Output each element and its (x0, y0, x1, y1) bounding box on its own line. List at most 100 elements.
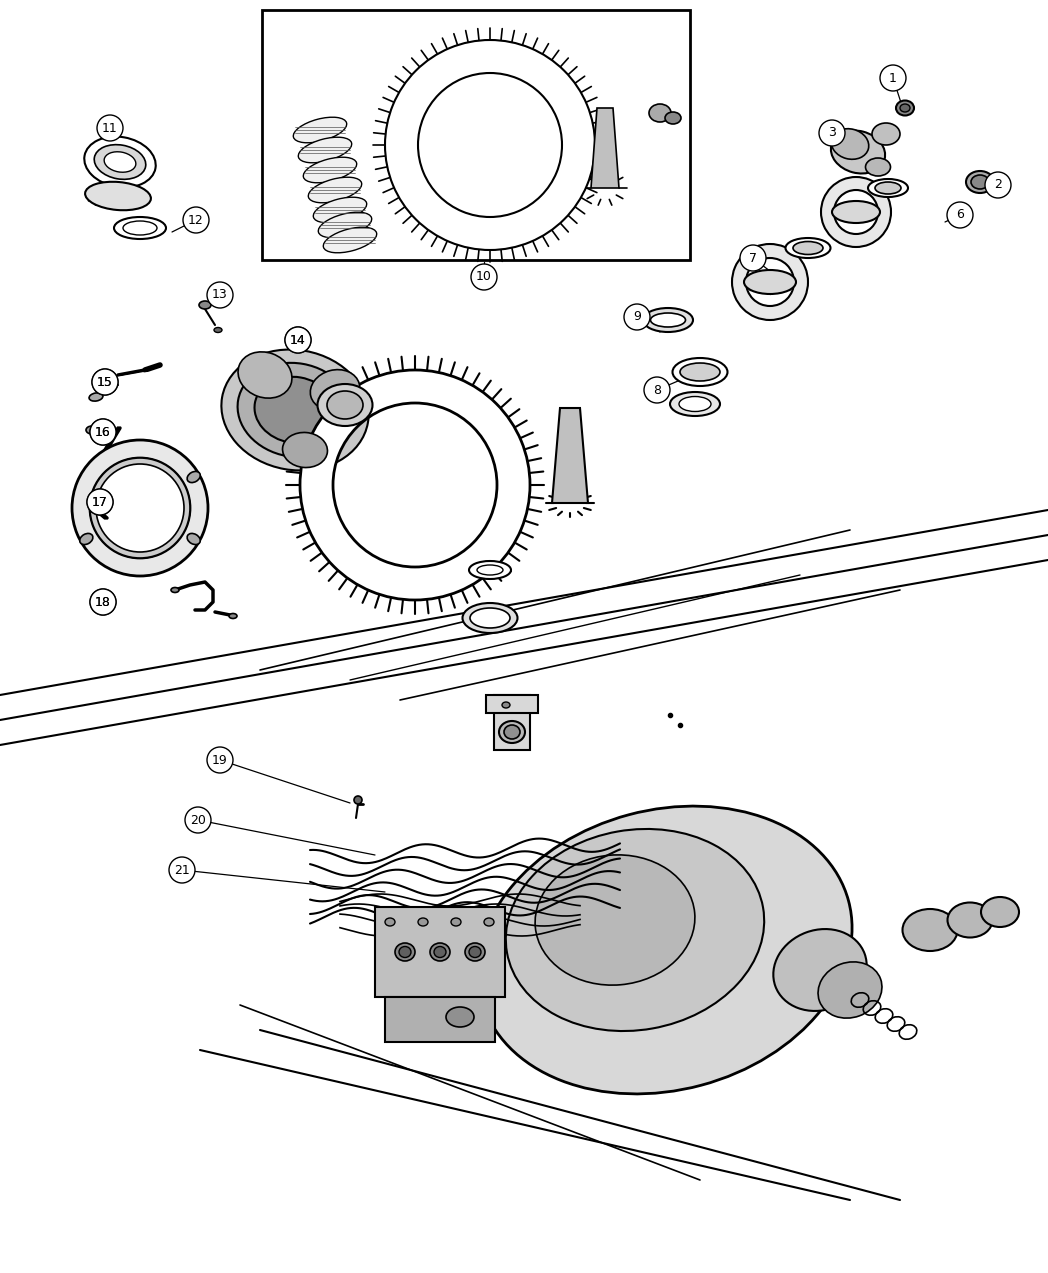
Ellipse shape (465, 943, 485, 961)
Ellipse shape (230, 614, 237, 619)
Ellipse shape (327, 391, 363, 419)
Ellipse shape (478, 806, 852, 1094)
Ellipse shape (84, 136, 156, 187)
Ellipse shape (313, 197, 367, 223)
Ellipse shape (399, 947, 411, 957)
Ellipse shape (303, 157, 356, 183)
Ellipse shape (323, 227, 376, 253)
Circle shape (92, 369, 118, 395)
Ellipse shape (506, 829, 764, 1031)
Ellipse shape (395, 943, 415, 961)
Wedge shape (90, 458, 190, 558)
Ellipse shape (665, 112, 681, 123)
Text: 14: 14 (290, 334, 306, 346)
Text: 10: 10 (476, 270, 492, 284)
Ellipse shape (896, 101, 914, 116)
Ellipse shape (385, 918, 395, 925)
Polygon shape (591, 108, 619, 188)
Ellipse shape (536, 855, 695, 985)
Ellipse shape (123, 222, 157, 236)
Ellipse shape (499, 721, 525, 743)
Text: 20: 20 (190, 813, 206, 826)
Ellipse shape (199, 300, 211, 309)
Polygon shape (552, 409, 588, 503)
Text: 14: 14 (290, 334, 306, 346)
Circle shape (285, 327, 311, 353)
Ellipse shape (451, 918, 461, 925)
Ellipse shape (651, 313, 685, 327)
Text: 19: 19 (212, 754, 227, 766)
Text: 21: 21 (174, 863, 190, 877)
Circle shape (90, 419, 116, 446)
Ellipse shape (947, 903, 992, 937)
Text: 17: 17 (92, 495, 108, 508)
Ellipse shape (238, 363, 352, 457)
Text: 18: 18 (95, 596, 111, 608)
Ellipse shape (670, 392, 720, 416)
Ellipse shape (354, 796, 362, 805)
Ellipse shape (643, 308, 693, 332)
Circle shape (208, 283, 233, 308)
Bar (0, 648, 1048, 698)
Wedge shape (385, 39, 595, 250)
Ellipse shape (679, 396, 711, 411)
Circle shape (880, 65, 907, 90)
Wedge shape (72, 440, 208, 575)
Ellipse shape (673, 358, 727, 386)
Text: 11: 11 (102, 121, 117, 135)
Ellipse shape (221, 350, 369, 471)
Wedge shape (732, 244, 808, 320)
Text: 15: 15 (97, 376, 113, 388)
Ellipse shape (831, 129, 869, 159)
Ellipse shape (308, 177, 362, 202)
Text: 15: 15 (97, 376, 113, 388)
Ellipse shape (238, 351, 292, 398)
Ellipse shape (188, 533, 200, 545)
Circle shape (183, 207, 209, 233)
Circle shape (87, 489, 113, 516)
Ellipse shape (866, 158, 891, 176)
Ellipse shape (255, 377, 335, 443)
Ellipse shape (971, 174, 989, 188)
Text: 13: 13 (212, 289, 227, 302)
Circle shape (90, 419, 116, 446)
Circle shape (208, 747, 233, 773)
Circle shape (947, 202, 973, 228)
Text: 1: 1 (889, 71, 897, 84)
Ellipse shape (872, 123, 900, 145)
Bar (375, 906, 505, 997)
Text: 12: 12 (189, 214, 204, 227)
Text: 8: 8 (653, 383, 661, 396)
Circle shape (185, 807, 211, 833)
Ellipse shape (502, 701, 510, 708)
Ellipse shape (80, 533, 93, 545)
Text: 9: 9 (633, 311, 641, 323)
Ellipse shape (85, 182, 151, 210)
Ellipse shape (868, 179, 908, 197)
Circle shape (169, 857, 195, 883)
Circle shape (985, 172, 1011, 199)
Ellipse shape (875, 182, 901, 193)
Ellipse shape (900, 104, 910, 112)
Ellipse shape (832, 201, 880, 223)
Ellipse shape (744, 270, 796, 294)
Bar (494, 695, 530, 750)
Text: 16: 16 (95, 425, 111, 438)
Ellipse shape (504, 726, 520, 740)
Ellipse shape (188, 471, 200, 482)
Ellipse shape (786, 238, 830, 258)
Bar (262, 10, 690, 260)
Ellipse shape (430, 943, 450, 961)
Ellipse shape (477, 565, 503, 575)
Ellipse shape (470, 561, 511, 579)
Circle shape (97, 115, 123, 141)
Ellipse shape (293, 117, 347, 143)
Ellipse shape (114, 216, 166, 239)
Bar (385, 997, 495, 1043)
Ellipse shape (104, 151, 136, 172)
Circle shape (87, 489, 113, 516)
Circle shape (740, 244, 766, 271)
Circle shape (92, 369, 118, 395)
Wedge shape (300, 370, 530, 600)
Ellipse shape (470, 608, 510, 628)
